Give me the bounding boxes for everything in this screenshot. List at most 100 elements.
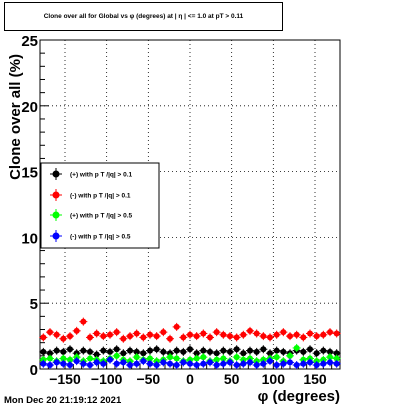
data-point bbox=[327, 348, 333, 355]
data-point bbox=[173, 362, 180, 369]
data-point bbox=[100, 347, 107, 354]
data-point bbox=[80, 360, 87, 367]
data-point bbox=[47, 350, 53, 357]
data-point bbox=[300, 334, 307, 341]
data-point bbox=[147, 347, 153, 354]
data-point bbox=[93, 351, 100, 358]
data-point bbox=[273, 354, 280, 361]
data-point bbox=[113, 360, 120, 367]
data-point bbox=[147, 331, 153, 338]
x-tick-label: 150 bbox=[303, 371, 327, 387]
data-point bbox=[73, 358, 80, 365]
data-point bbox=[213, 362, 220, 369]
data-point bbox=[233, 362, 240, 369]
timestamp: Mon Dec 20 21:19:12 2021 bbox=[4, 395, 122, 406]
data-point bbox=[253, 348, 260, 355]
data-point bbox=[73, 327, 80, 334]
x-axis-label: φ (degrees) bbox=[258, 388, 340, 405]
data-point bbox=[133, 354, 140, 361]
data-point bbox=[293, 362, 300, 369]
data-point bbox=[87, 334, 93, 341]
data-point bbox=[273, 331, 280, 338]
data-point bbox=[140, 334, 147, 341]
data-point bbox=[133, 330, 140, 337]
data-point bbox=[173, 347, 180, 354]
legend-marker bbox=[52, 211, 60, 219]
x-tick-label: 0 bbox=[186, 371, 194, 387]
data-point bbox=[213, 350, 220, 357]
y-tick-label: 5 bbox=[30, 296, 38, 313]
data-point bbox=[200, 347, 207, 354]
data-point bbox=[313, 333, 320, 340]
series-1 bbox=[39, 317, 341, 343]
data-point bbox=[140, 350, 147, 357]
data-point bbox=[233, 346, 240, 353]
data-point bbox=[67, 356, 73, 363]
data-point bbox=[40, 360, 47, 367]
data-point bbox=[47, 362, 53, 369]
data-point bbox=[127, 347, 133, 354]
data-point bbox=[247, 347, 253, 354]
series-3 bbox=[39, 355, 341, 370]
data-point bbox=[47, 355, 53, 362]
data-point bbox=[320, 360, 327, 367]
data-point bbox=[87, 355, 93, 362]
y-axis-label: Clone over all (%) bbox=[7, 54, 24, 180]
data-point bbox=[47, 329, 53, 336]
data-point bbox=[307, 359, 313, 366]
data-point bbox=[287, 352, 293, 359]
data-point bbox=[200, 354, 207, 361]
legend-box bbox=[40, 162, 160, 249]
data-point bbox=[80, 347, 87, 354]
data-point bbox=[120, 359, 127, 366]
data-point bbox=[247, 327, 253, 334]
legend-label: (-) with p T /|q| > 0.5 bbox=[70, 234, 131, 241]
data-point bbox=[187, 360, 193, 367]
legend: (+) with p T /|q| > 0.1 (-) with p T /|q|… bbox=[40, 162, 160, 249]
data-point bbox=[93, 359, 100, 366]
data-point bbox=[107, 331, 113, 338]
data-point bbox=[147, 360, 153, 367]
data-point bbox=[333, 355, 340, 362]
data-point bbox=[133, 360, 140, 367]
data-point bbox=[273, 347, 280, 354]
legend-entries: (+) with p T /|q| > 0.1 (-) with p T /|q|… bbox=[50, 168, 133, 242]
data-point bbox=[327, 359, 333, 366]
data-point bbox=[167, 354, 173, 361]
legend-label: (-) with p T /|q| > 0.1 bbox=[70, 193, 131, 200]
data-point bbox=[100, 333, 107, 340]
data-point bbox=[280, 348, 287, 355]
legend-label: (+) with p T /|q| > 0.1 bbox=[70, 172, 133, 179]
legend-marker bbox=[52, 170, 60, 178]
data-point bbox=[240, 350, 247, 357]
data-point bbox=[333, 360, 340, 367]
data-point bbox=[153, 362, 160, 369]
data-point bbox=[227, 333, 233, 340]
data-point bbox=[287, 333, 293, 340]
data-point bbox=[120, 335, 127, 342]
legend-marker bbox=[52, 191, 60, 199]
data-point bbox=[200, 360, 207, 367]
data-point bbox=[213, 329, 220, 336]
data-point bbox=[247, 359, 253, 366]
data-point bbox=[320, 331, 327, 338]
data-point bbox=[127, 362, 133, 369]
data-point bbox=[120, 350, 127, 357]
y-tick-label: 10 bbox=[21, 230, 38, 247]
y-tick-label: 15 bbox=[21, 165, 38, 182]
data-point bbox=[127, 333, 133, 340]
data-point bbox=[113, 329, 120, 336]
data-point bbox=[233, 354, 240, 361]
data-point bbox=[207, 334, 213, 341]
data-point bbox=[193, 333, 200, 340]
data-point bbox=[80, 318, 87, 325]
data-point bbox=[180, 348, 187, 355]
data-point bbox=[167, 335, 173, 342]
data-point bbox=[280, 329, 287, 336]
data-point bbox=[207, 359, 213, 366]
data-point bbox=[273, 362, 280, 369]
data-point bbox=[240, 331, 247, 338]
data-point bbox=[213, 356, 220, 363]
data-point bbox=[260, 333, 267, 340]
data-point bbox=[180, 334, 187, 341]
